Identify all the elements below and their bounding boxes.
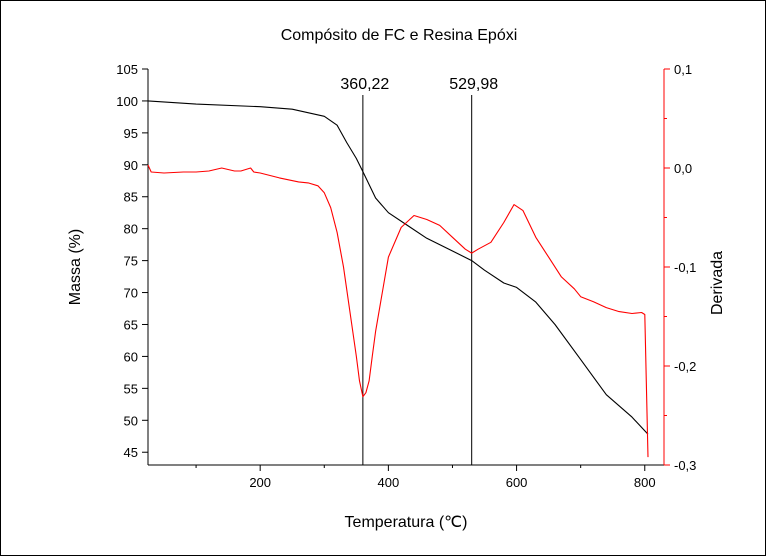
series-layer <box>147 100 649 458</box>
y-right-tick-label: -0,2 <box>674 359 696 374</box>
x-tick-label: 800 <box>634 475 656 490</box>
y-right-tick-label: -0,1 <box>674 260 696 275</box>
y-right-ticks: -0,3 -0,2 -0,1 0,0 0,1 <box>664 62 696 473</box>
annotations: 360,22 529,98 <box>340 76 498 465</box>
chart-title: Compósito de FC e Resina Epóxi <box>281 27 518 44</box>
y-left-tick-label: 70 <box>124 286 138 301</box>
annotation-label: 529,98 <box>449 76 498 93</box>
y-right-tick-label: 0,0 <box>674 161 692 176</box>
x-tick-label: 200 <box>249 475 271 490</box>
y-left-tick-label: 90 <box>124 158 138 173</box>
annotation-label: 360,22 <box>340 76 389 93</box>
y-left-tick-label: 65 <box>124 317 138 332</box>
y-left-axis-label: Massa (%) <box>67 229 84 305</box>
y-left-tick-label: 75 <box>124 254 138 269</box>
y-right-tick-label: -0,3 <box>674 458 696 473</box>
y-left-ticks: 45 50 55 60 65 70 75 80 85 90 95 100 105 <box>116 62 148 460</box>
y-left-tick-label: 105 <box>116 62 138 77</box>
y-left-tick-label: 45 <box>124 445 138 460</box>
y-right-tick-label: 0,1 <box>674 62 692 77</box>
derivative-series-line <box>147 164 649 458</box>
y-left-tick-label: 80 <box>124 222 138 237</box>
x-axis-label: Temperatura (℃) <box>345 514 468 531</box>
y-left-tick-label: 50 <box>124 413 138 428</box>
x-tick-label: 600 <box>506 475 528 490</box>
y-left-tick-label: 100 <box>116 94 138 109</box>
y-left-tick-label: 85 <box>124 190 138 205</box>
y-right-axis-label: Derivada <box>709 251 726 315</box>
mass-series-line <box>147 100 649 435</box>
y-left-tick-label: 95 <box>124 126 138 141</box>
x-tick-label: 400 <box>378 475 400 490</box>
x-ticks: 200 400 600 800 <box>195 465 656 490</box>
y-left-tick-label: 55 <box>124 381 138 396</box>
y-left-tick-label: 60 <box>124 349 138 364</box>
